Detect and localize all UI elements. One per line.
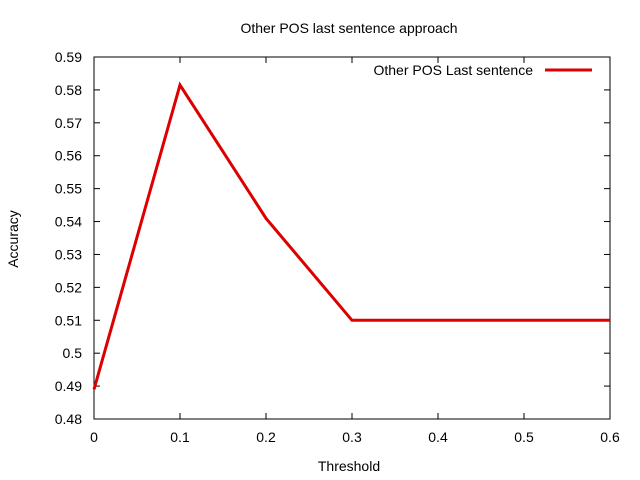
x-tick-label: 0 (90, 429, 98, 445)
y-tick-label: 0.5 (63, 345, 83, 361)
x-axis-label: Threshold (318, 458, 380, 474)
y-tick-label: 0.49 (55, 378, 82, 394)
x-tick-label: 0.5 (514, 429, 534, 445)
series-layer (92, 81, 611, 390)
chart-title: Other POS last sentence approach (240, 20, 457, 36)
y-axis-label: Accuracy (5, 210, 21, 268)
y-tick-label: 0.52 (55, 279, 82, 295)
y-tick-label: 0.51 (55, 312, 82, 328)
legend: Other POS Last sentence (373, 62, 592, 78)
y-tick-label: 0.48 (55, 411, 82, 427)
legend-label: Other POS Last sentence (373, 62, 533, 78)
y-tick-label: 0.55 (55, 181, 82, 197)
y-axis: 0.48 0.49 0.5 0.51 0.52 0.53 0.54 0.55 0.56 0.57 0… (55, 49, 610, 427)
x-tick-label: 0.6 (600, 429, 620, 445)
y-tick-label: 0.59 (55, 49, 82, 65)
y-tick-label: 0.57 (55, 115, 82, 131)
y-tick-label: 0.54 (55, 214, 82, 230)
series-line (92, 81, 610, 390)
y-tick-label: 0.56 (55, 148, 82, 164)
y-tick-label: 0.58 (55, 82, 82, 98)
x-axis: 0 0.1 0.2 0.3 0.4 0.5 0.6 (90, 57, 620, 445)
x-tick-label: 0.4 (428, 429, 448, 445)
y-tick-label: 0.53 (55, 246, 82, 262)
x-tick-label: 0.2 (256, 429, 276, 445)
x-tick-label: 0.3 (342, 429, 362, 445)
x-tick-label: 0.1 (170, 429, 190, 445)
